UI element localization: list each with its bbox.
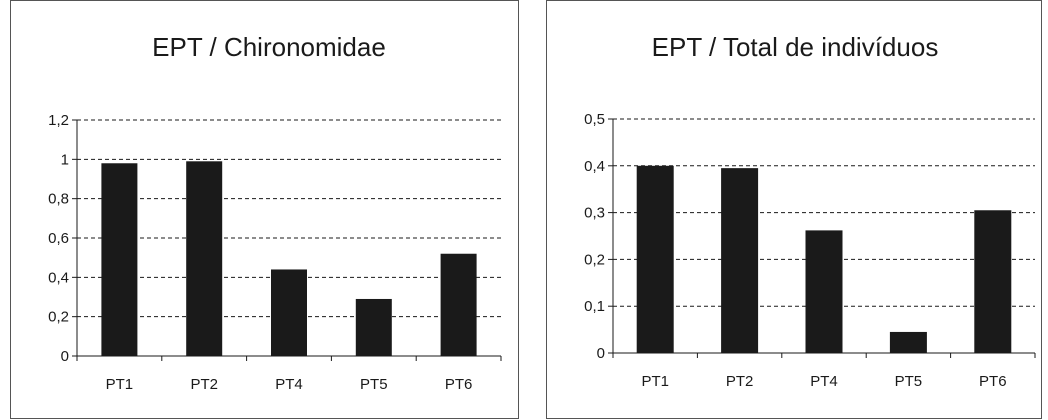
chart-svg-2: EPT / Total de indivíduos 0 0,1 0,2 0,3 0,4 0… bbox=[584, 32, 1036, 390]
x-category-label: PT5 bbox=[895, 373, 923, 390]
y-tick-label: 0,5 bbox=[584, 111, 605, 128]
chart-panel-ept-total: EPT / Total de indivíduos 0 0,1 0,2 0,3 0,4 0… bbox=[546, 0, 1042, 419]
y-tick-label: 0,2 bbox=[48, 309, 69, 326]
bar-pt2 bbox=[721, 168, 759, 353]
bar-pt1 bbox=[101, 163, 138, 356]
y-tick-label: 0,2 bbox=[584, 251, 605, 268]
y-tick-label: 1,2 bbox=[48, 112, 69, 129]
y-tick-label: 0,3 bbox=[584, 205, 605, 222]
bar-pt6 bbox=[974, 210, 1012, 353]
x-category-label: PT6 bbox=[979, 373, 1007, 390]
bar-pt4 bbox=[805, 230, 843, 353]
y-tick-label: 0,4 bbox=[48, 269, 69, 286]
chart-svg-1: EPT / Chironomidae 0 0,2 0,4 0,6 0,8 1 1,2 PT1 P… bbox=[48, 32, 502, 393]
x-category-label: PT4 bbox=[275, 376, 303, 393]
y-tick-label: 0,6 bbox=[48, 230, 69, 247]
y-tick-label: 0,4 bbox=[584, 158, 605, 175]
x-category-label: PT4 bbox=[810, 373, 838, 390]
x-category-label: PT1 bbox=[641, 373, 669, 390]
chart-panel-ept-chironomidae: EPT / Chironomidae 0 0,2 0,4 0,6 0,8 1 1,2 PT1 P… bbox=[10, 0, 519, 419]
x-category-label: PT1 bbox=[106, 376, 134, 393]
y-tick-label: 1 bbox=[61, 151, 69, 168]
bar-pt5 bbox=[355, 298, 392, 356]
x-category-label: PT2 bbox=[726, 373, 754, 390]
bar-pt2 bbox=[186, 161, 223, 356]
bar-pt5 bbox=[889, 331, 927, 353]
y-tick-label: 0,1 bbox=[584, 298, 605, 315]
bar-pt4 bbox=[271, 269, 307, 356]
y-tick-label: 0,8 bbox=[48, 191, 69, 208]
x-category-label: PT5 bbox=[360, 376, 388, 393]
chart-title: EPT / Chironomidae bbox=[152, 32, 386, 62]
bar-pt6 bbox=[440, 253, 477, 356]
x-category-label: PT2 bbox=[190, 376, 218, 393]
chart-title: EPT / Total de indivíduos bbox=[652, 32, 939, 62]
y-tick-label: 0 bbox=[61, 348, 69, 365]
y-tick-label: 0 bbox=[597, 345, 605, 362]
bar-pt1 bbox=[636, 165, 674, 353]
x-category-label: PT6 bbox=[445, 376, 473, 393]
